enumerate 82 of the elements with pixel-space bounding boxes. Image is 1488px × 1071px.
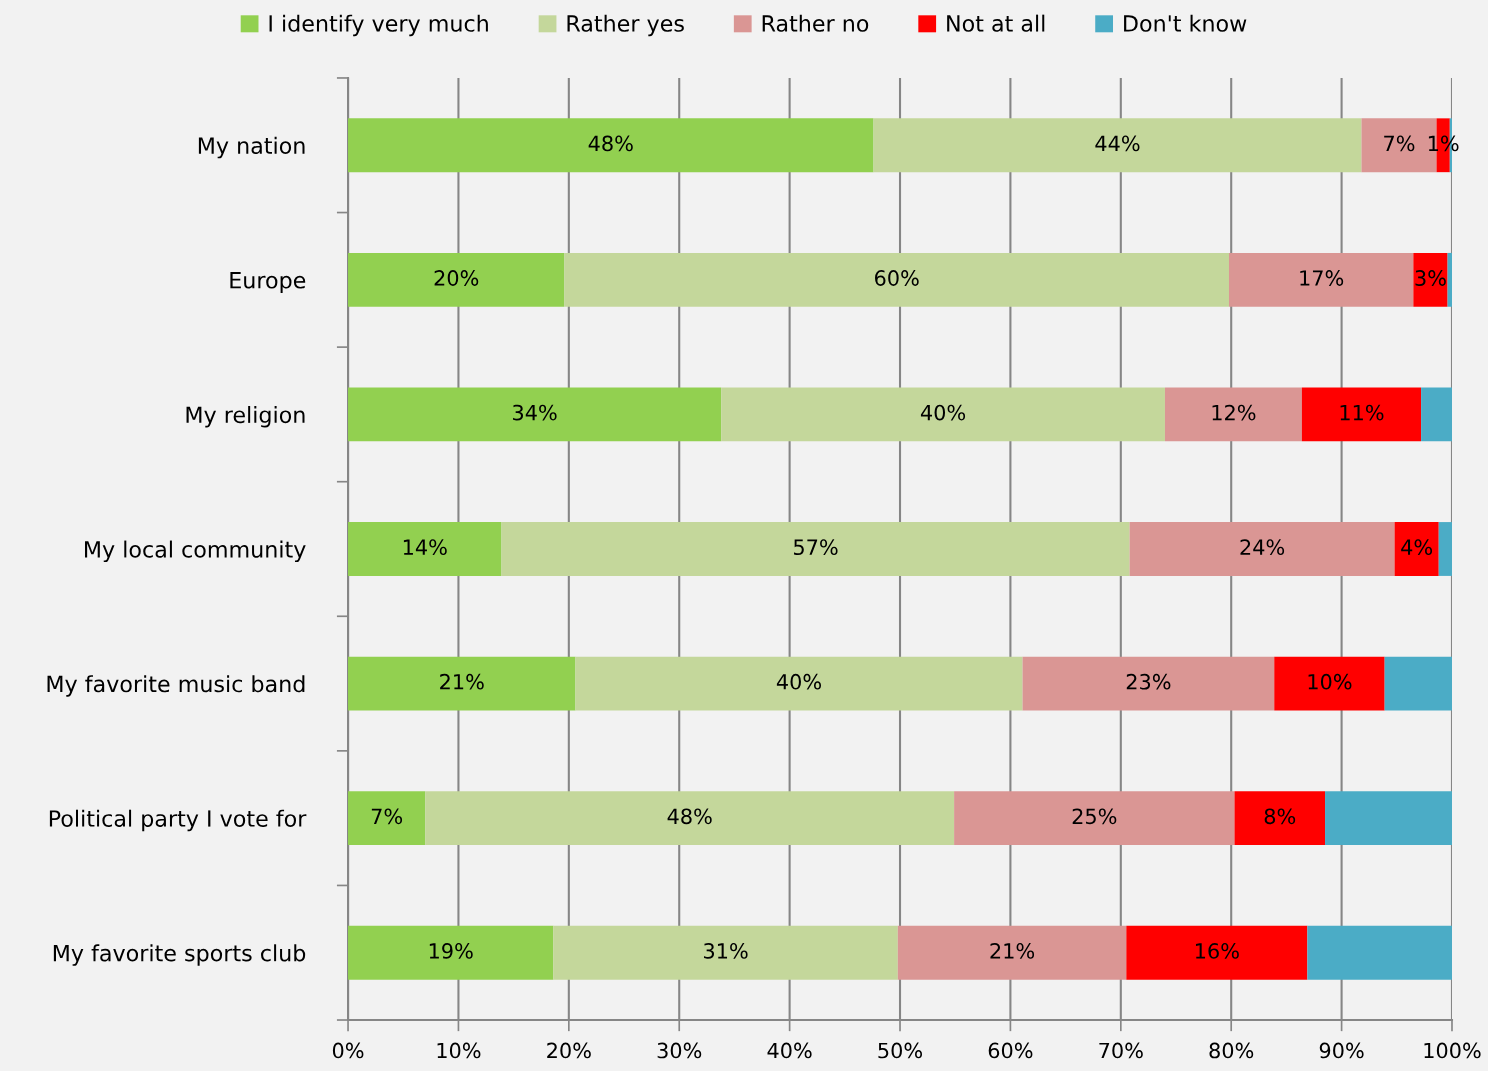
bar — [425, 791, 955, 846]
data-label: 21% — [990, 943, 1035, 959]
x-tick-label: 40% — [767, 1042, 812, 1059]
x-tick-label: 50% — [878, 1042, 923, 1059]
data-label: 21% — [440, 673, 484, 690]
data-label: 34% — [513, 404, 557, 421]
data-label: 8% — [1264, 808, 1296, 825]
bar — [1022, 656, 1275, 711]
data-label: 25% — [1072, 808, 1117, 825]
legend-label: Not at all — [947, 14, 1045, 32]
x-tick-label: 100% — [1424, 1042, 1481, 1059]
legend-label: Rather yes — [567, 14, 684, 37]
bar — [348, 791, 426, 846]
x-tick-label: 20% — [547, 1042, 591, 1059]
bar — [1129, 522, 1395, 576]
bar — [954, 791, 1235, 846]
data-label: 10% — [1308, 673, 1352, 690]
bar — [348, 387, 722, 442]
data-label: 20% — [434, 270, 479, 286]
y-tick-label: My nation — [198, 136, 305, 159]
y-tick-label: Political party I vote for — [49, 809, 307, 832]
bar — [1325, 791, 1452, 846]
bar — [1447, 252, 1452, 307]
bar — [575, 656, 1023, 711]
bar — [1228, 252, 1414, 307]
bar — [1274, 656, 1385, 711]
data-label: 60% — [875, 270, 919, 286]
x-tick-label: 30% — [657, 1042, 702, 1059]
bar — [1126, 925, 1308, 980]
data-label: 4% — [1401, 539, 1433, 556]
bar — [348, 925, 554, 980]
data-label: 7% — [1384, 135, 1415, 152]
data-label: 14% — [403, 539, 447, 556]
bar — [553, 925, 898, 980]
bar — [348, 118, 874, 173]
x-tick-label: 0% — [332, 1042, 364, 1059]
data-label: 57% — [794, 539, 838, 556]
data-label: 23% — [1126, 673, 1171, 690]
x-tick-label: 70% — [1099, 1042, 1143, 1059]
bar — [1438, 522, 1452, 576]
bar — [348, 252, 565, 307]
bar — [348, 522, 502, 576]
data-label: 48% — [667, 808, 712, 825]
bar — [501, 522, 1130, 576]
bar — [897, 925, 1127, 980]
bar — [1421, 387, 1452, 442]
bar — [873, 118, 1362, 173]
bar — [1164, 387, 1302, 442]
data-label: 44% — [1095, 135, 1140, 152]
legend-label: I identify very much — [269, 14, 488, 37]
data-label: 7% — [371, 808, 403, 825]
legend-label: Rather no — [762, 14, 869, 32]
x-tick-label: 60% — [988, 1042, 1033, 1059]
data-label: 24% — [1240, 539, 1285, 556]
y-tick-label: My local community — [85, 540, 306, 563]
bar — [1307, 925, 1452, 980]
x-tick-label: 80% — [1209, 1042, 1254, 1059]
legend-label: Don't know — [1124, 14, 1247, 32]
x-tick-label: 10% — [437, 1042, 481, 1059]
bar — [1234, 791, 1326, 846]
bar — [564, 252, 1229, 307]
data-label: 19% — [429, 943, 473, 959]
data-label: 16% — [1195, 943, 1239, 959]
bar — [348, 656, 576, 711]
bar — [1413, 252, 1448, 307]
data-label: 12% — [1212, 404, 1256, 421]
bar — [721, 387, 1165, 442]
data-label: 11% — [1340, 404, 1384, 421]
y-tick-label: My religion — [186, 405, 305, 428]
y-tick-label: My favorite music band — [47, 675, 305, 697]
bar — [1394, 522, 1439, 576]
data-label: 17% — [1300, 270, 1344, 286]
bar — [1384, 656, 1452, 711]
y-tick-label: Europe — [230, 272, 306, 293]
y-tick-label: My favorite sports club — [53, 944, 306, 966]
data-label: 40% — [776, 673, 822, 690]
data-label: 48% — [588, 135, 633, 152]
x-tick-label: 90% — [1319, 1042, 1364, 1059]
data-label: 40% — [920, 404, 966, 421]
data-label: 31% — [704, 943, 748, 959]
data-label: 3% — [1415, 270, 1446, 286]
bar — [1301, 387, 1422, 442]
